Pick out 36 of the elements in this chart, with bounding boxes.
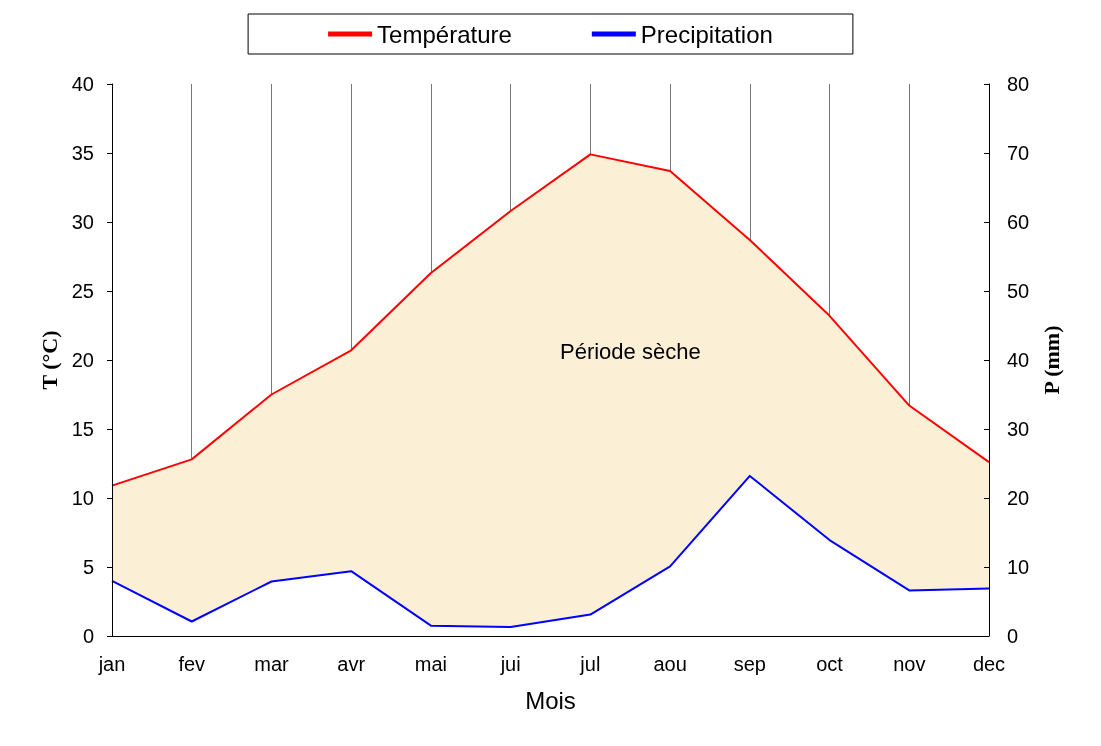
y-tick-label: 0 [82,625,94,647]
y-axis-title: T (°C) [37,330,63,390]
x-tick-label: jui [499,653,521,675]
x-tick-label: sep [733,653,766,675]
y2-tick-label: 0 [1007,625,1019,647]
x-tick-label: mai [414,653,448,675]
x-tick-label: fev [178,653,206,675]
y2-axis-title: P (mm) [1038,325,1064,395]
y-tick-label: 10 [71,487,94,509]
y2-tick-label: 30 [1007,418,1030,440]
y-tick-label: 40 [71,73,94,95]
y-tick-label: 35 [71,142,94,164]
y-tick-label: 25 [71,280,94,302]
y2-tick-label: 20 [1007,487,1030,509]
y-tick-label: 5 [82,556,94,578]
y2-tick-label: 80 [1007,73,1030,95]
x-tick-label: dec [972,653,1006,675]
y2-tick-label: 70 [1007,142,1030,164]
legend-label: Precipitation [640,20,773,48]
legend-label: Température [377,20,512,48]
x-axis-title: Mois [525,686,576,714]
y-tick-label: 30 [71,211,94,233]
y2-tick-label: 10 [1007,556,1030,578]
annotation: Période sèche [560,338,701,364]
x-tick-label: jan [97,653,126,675]
x-tick-label: nov [893,653,926,675]
x-tick-label: aou [653,653,687,675]
y2-tick-label: 40 [1007,349,1030,371]
x-tick-label: oct [816,653,844,675]
x-tick-label: avr [337,653,366,675]
x-tick-label: jul [579,653,601,675]
x-tick-label: mar [254,653,290,675]
y-tick-label: 20 [71,349,94,371]
y-tick-label: 15 [71,418,94,440]
y2-tick-label: 50 [1007,280,1030,302]
y2-tick-label: 60 [1007,211,1030,233]
